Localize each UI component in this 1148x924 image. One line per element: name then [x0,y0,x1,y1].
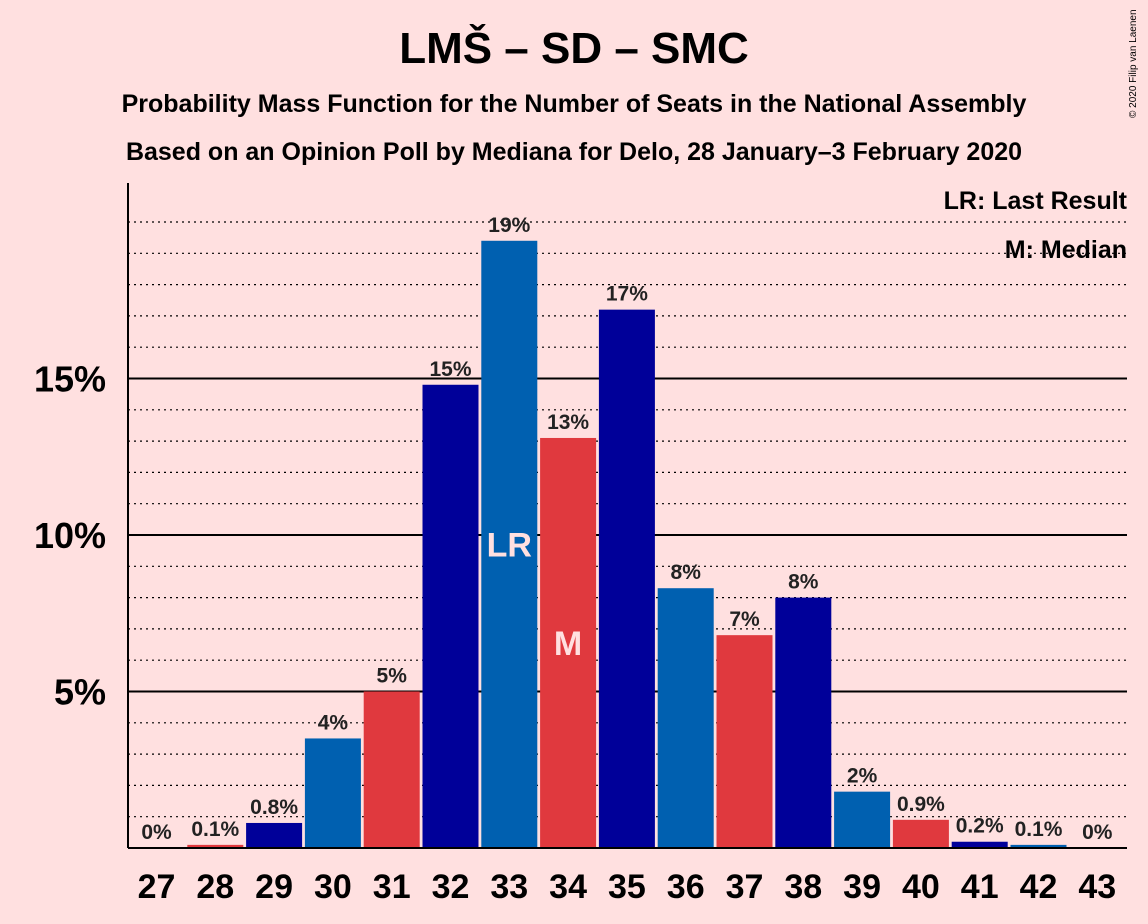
x-tick-label: 29 [255,868,293,906]
x-tick-label: 39 [843,868,881,906]
value-label: 8% [788,571,819,594]
y-tick-label: 10% [34,515,106,556]
value-label: 0.1% [191,818,239,841]
value-label: 7% [729,608,760,631]
x-tick-label: 35 [608,868,646,906]
bar-seats-37 [716,635,773,848]
legend-median: M: Median [1005,236,1127,264]
bar-seats-34 [540,437,597,848]
legend: LR: Last Result M: Median [944,187,1128,264]
chart-title: LMŠ – SD – SMC [399,24,749,73]
chart-subtitle-2: Based on an Opinion Poll by Mediana for … [125,138,1023,166]
x-tick-label: 42 [1020,868,1058,906]
marker-m: M [554,625,582,663]
value-label: 4% [318,711,349,734]
y-tick-label: 5% [54,672,106,713]
axes [127,183,1127,849]
x-tick-label: 37 [726,868,764,906]
x-tick-label: 41 [961,868,999,906]
value-label: 0% [141,821,172,844]
bar-seats-41 [951,841,1008,848]
bar-seats-32 [422,384,479,848]
x-tick-label: 32 [432,868,470,906]
bar-seats-31 [363,691,420,848]
x-tick-label: 30 [314,868,352,906]
x-tick-label: 40 [902,868,940,906]
bar-seats-42 [1010,844,1067,848]
x-tick-label: 36 [667,868,705,906]
x-tick-label: 38 [784,868,822,906]
value-label: 17% [606,283,648,306]
bar-seats-36 [657,588,714,848]
value-label: 2% [847,765,878,788]
x-tick-label: 34 [549,868,587,906]
value-label: 0.8% [250,796,298,819]
value-label: 8% [671,561,702,584]
bar-seats-30 [304,738,361,848]
bar-seats-35 [598,309,655,848]
bar-seats-33 [481,240,538,848]
value-label: 0% [1082,821,1113,844]
bar-seats-40 [892,819,949,848]
y-tick-label: 15% [34,359,106,400]
bar-seats-29 [246,822,303,848]
value-label: 13% [547,411,589,434]
value-label: 5% [377,665,408,688]
value-label: 0.1% [1015,818,1063,841]
value-label: 19% [488,214,530,237]
bar-seats-28 [187,844,244,848]
x-tick-label: 31 [373,868,411,906]
bar-seats-38 [775,597,832,848]
bars: 0% 27 0.1% 28 0.8% 29 4% 30 5% 31 15% 32 19% 33 13% 34 1… [138,214,1117,906]
bar-seats-39 [834,791,891,848]
x-tick-label: 43 [1078,868,1116,906]
marker-lr: LR [487,526,532,564]
legend-last-result: LR: Last Result [944,187,1128,215]
value-label: 0.2% [956,815,1004,838]
value-label: 15% [429,358,471,381]
x-tick-label: 33 [490,868,528,906]
x-tick-label: 27 [138,868,176,906]
x-tick-label: 28 [196,868,234,906]
chart-subtitle-1: Probability Mass Function for the Number… [121,90,1027,118]
value-label: 0.9% [897,793,945,816]
